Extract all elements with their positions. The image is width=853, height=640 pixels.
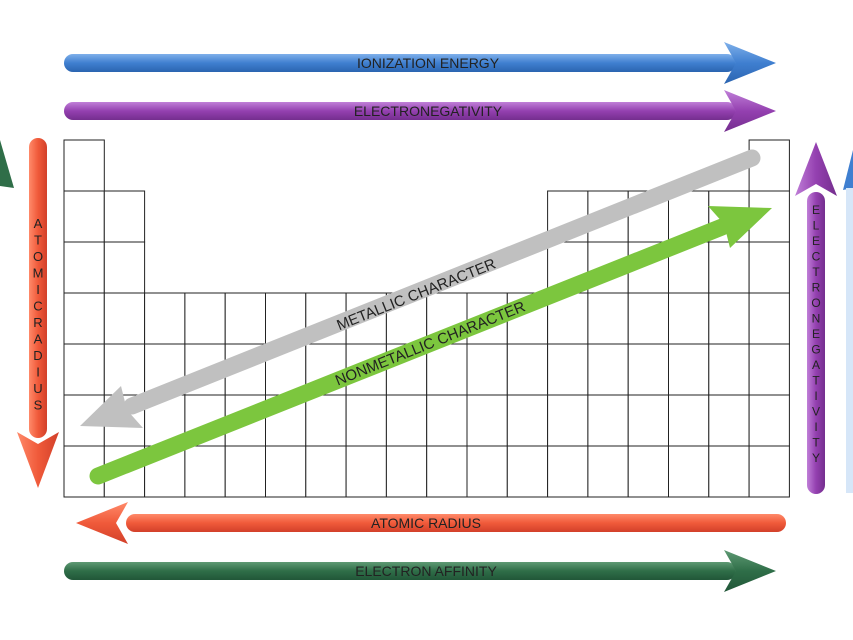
table-cell [708, 343, 750, 396]
electronegativity-top-label: ELECTRONEGATIVITY [354, 103, 503, 119]
table-cell [708, 241, 750, 294]
table-cell [587, 394, 629, 447]
table-cell [627, 343, 670, 396]
table-cell [748, 445, 790, 498]
table-cell [426, 445, 468, 498]
electron-affinity-label: ELECTRON AFFINITY [355, 563, 497, 579]
table-cell [627, 394, 670, 447]
table-cell [547, 394, 589, 447]
table-cell [668, 394, 710, 447]
table-cell [385, 445, 428, 498]
table-cell [63, 190, 105, 243]
atomic-radius-bottom-arrow: ATOMIC RADIUS [76, 502, 786, 544]
table-cell [466, 394, 508, 447]
table-cell [748, 343, 790, 396]
edge-blue-arrow-right [843, 150, 853, 493]
table-cell [748, 394, 790, 447]
table-cell [748, 292, 790, 345]
table-cell [708, 394, 750, 447]
table-cell [103, 190, 146, 243]
table-cell [547, 343, 589, 396]
table-cell [587, 343, 629, 396]
table-cell [224, 292, 266, 345]
table-cell [63, 292, 105, 345]
atomic-radius-bottom-label: ATOMIC RADIUS [371, 515, 481, 531]
table-cell [184, 445, 226, 498]
table-cell [668, 445, 710, 498]
table-cell [547, 445, 589, 498]
table-cell [63, 241, 105, 294]
table-cell [224, 445, 266, 498]
table-cell [466, 343, 508, 396]
table-cell [587, 445, 629, 498]
table-cell [748, 241, 790, 294]
table-cell [466, 445, 508, 498]
table-cell [103, 292, 146, 345]
table-cell [506, 394, 549, 447]
table-cell [506, 343, 549, 396]
edge-green-arrow-left [0, 140, 14, 188]
table-cell [305, 394, 347, 447]
table-cell [265, 445, 307, 498]
table-cell [345, 445, 387, 498]
table-cell [627, 292, 670, 345]
table-cell [587, 292, 629, 345]
table-cell [345, 394, 387, 447]
table-cell [184, 292, 226, 345]
table-cell [385, 394, 428, 447]
table-cell [63, 139, 105, 192]
table-cell [627, 445, 670, 498]
table-cell [506, 445, 549, 498]
ionization-energy-arrow: IONIZATION ENERGY [64, 42, 776, 84]
table-cell [708, 292, 750, 345]
table-cell [103, 241, 146, 294]
table-cell [144, 292, 186, 345]
table-cell [305, 445, 347, 498]
electronegativity-top-arrow: ELECTRONEGATIVITY [64, 90, 776, 132]
table-cell [103, 343, 146, 396]
electron-affinity-arrow: ELECTRON AFFINITY [64, 550, 776, 592]
table-cell [708, 445, 750, 498]
table-cell [668, 343, 710, 396]
table-cell [63, 343, 105, 396]
table-cell [668, 292, 710, 345]
table-cell [426, 394, 468, 447]
ionization-energy-label: IONIZATION ENERGY [357, 55, 500, 71]
